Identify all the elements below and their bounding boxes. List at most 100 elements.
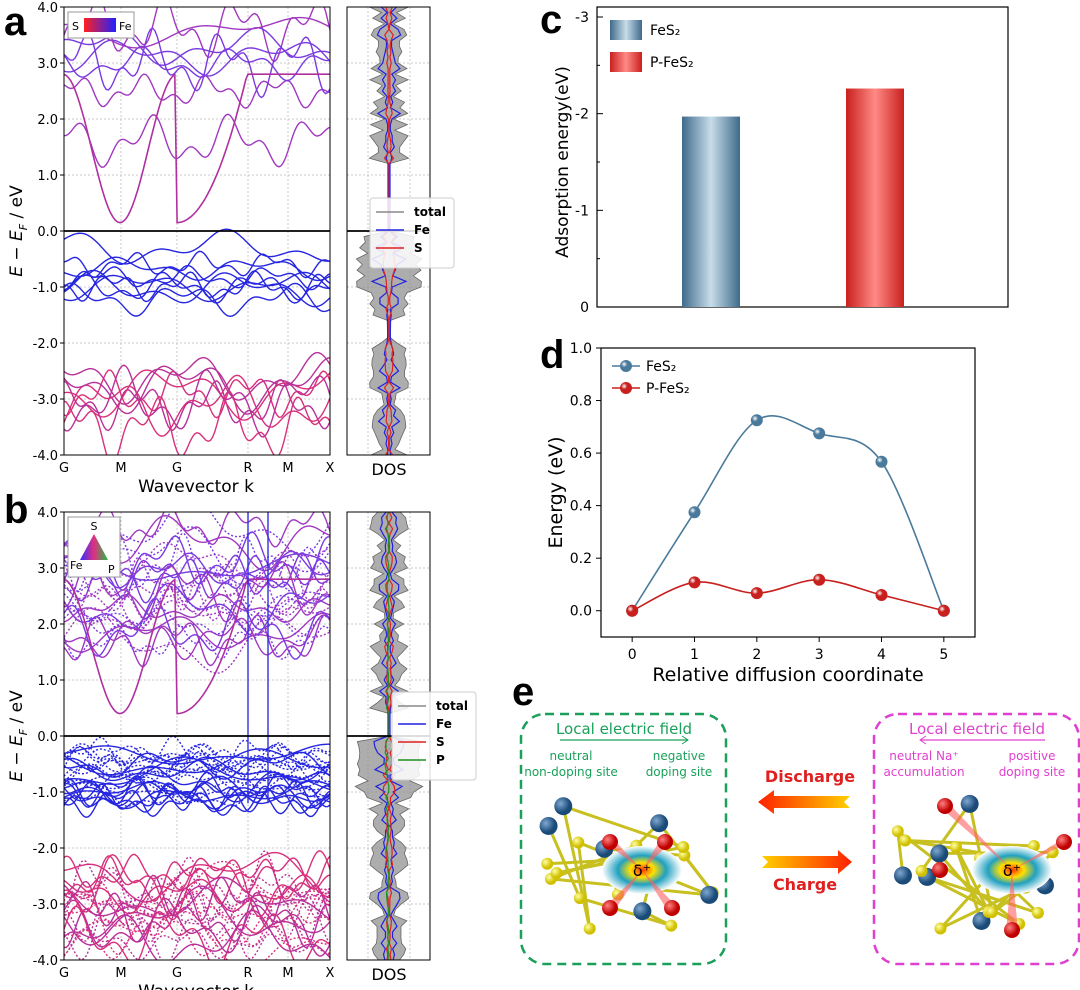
y-tick-label: -3.0 — [33, 393, 58, 408]
band-line — [64, 270, 330, 304]
ylabel-part: / eV — [7, 185, 27, 224]
panel-label-b: b — [4, 488, 29, 532]
fe-atom — [650, 814, 669, 833]
fe-atom — [960, 794, 979, 813]
band-line — [64, 754, 330, 775]
dos-legend-box — [391, 691, 477, 781]
fe-atom — [700, 885, 719, 904]
legend-0: FeS₂ — [650, 23, 680, 39]
series-line-1 — [631, 578, 945, 612]
y-tick-label: -2 — [575, 107, 589, 123]
band-line — [64, 250, 330, 279]
y-tick-label: -1.0 — [33, 786, 58, 801]
x-tick-label: M — [282, 461, 293, 476]
plot-frame — [63, 511, 331, 961]
y-tick-label: 4.0 — [37, 1, 58, 16]
band-line — [64, 228, 330, 265]
x-tick-label: G — [172, 461, 182, 476]
dos-xlabel: DOS — [371, 460, 406, 479]
na-ion — [657, 834, 673, 850]
band-line — [64, 850, 330, 921]
band-line — [64, 890, 330, 928]
band-line — [64, 573, 330, 621]
color-gradient — [84, 18, 116, 32]
dos-legend-S: S — [436, 735, 445, 749]
band-line — [64, 877, 330, 928]
s-atom — [934, 922, 947, 935]
data-point-0 — [688, 506, 701, 519]
band-line — [64, 556, 330, 623]
s-atom — [891, 825, 904, 838]
band-line — [64, 16, 330, 49]
legend-0: FeS₂ — [646, 359, 676, 375]
right-site-charge-symbol: δ⁺ — [1003, 861, 1021, 880]
band-line — [64, 866, 330, 912]
band-line — [64, 896, 330, 960]
y-tick-label: 1.0 — [570, 341, 592, 357]
panel-label-e: e — [512, 670, 535, 714]
na-ion — [602, 834, 618, 850]
band-line — [64, 369, 330, 421]
legend-1: P-FeS₂ — [650, 55, 694, 71]
data-point-0 — [813, 427, 826, 440]
band-line — [64, 748, 330, 776]
x-tick-label: 5 — [939, 647, 948, 663]
band-line — [64, 771, 330, 808]
right-site-site2-line2: doping site — [999, 765, 1066, 779]
na-ion — [1004, 922, 1020, 938]
field-cone — [939, 806, 1012, 870]
band-line — [64, 775, 330, 810]
band-line — [64, 571, 330, 620]
y-axis-label: Energy (eV) — [545, 436, 567, 548]
band-line — [64, 282, 330, 318]
band-line — [64, 743, 330, 764]
x-tick-label: M — [115, 461, 126, 476]
left-site-charge-symbol: δ⁺ — [633, 861, 651, 880]
s-atom — [665, 919, 678, 932]
na-ion — [602, 900, 618, 916]
right-site-site1-line2: accumulation — [883, 765, 964, 779]
band-line — [64, 887, 330, 949]
field-cone — [1006, 870, 1018, 930]
right-site-title: Local electric field — [909, 720, 1045, 738]
electric-field-diagram: Local electric field neutral non-doping si… — [519, 712, 1080, 966]
na-ion — [1056, 834, 1072, 850]
band-line — [64, 45, 330, 82]
data-point-1 — [688, 576, 701, 589]
band-line — [64, 753, 330, 784]
plot-frame — [600, 347, 976, 638]
s-atom — [899, 834, 912, 847]
left-site-site2-line1: negative — [653, 749, 705, 763]
left-site-site1-line2: non-doping site — [524, 765, 618, 779]
data-point-1 — [813, 573, 826, 586]
conduction-band — [64, 73, 330, 224]
y-tick-label: 0.2 — [570, 551, 592, 567]
band-line — [64, 855, 330, 905]
band-line — [64, 876, 330, 920]
y-tick-label: 0.0 — [37, 225, 58, 240]
band-line — [64, 910, 330, 960]
x-tick-label: 4 — [877, 647, 886, 663]
color-legend-s: S — [91, 520, 98, 533]
plot-frame — [596, 6, 1009, 308]
field-cone — [604, 870, 642, 908]
dos-legend-S: S — [414, 241, 423, 255]
ylabel-sub: F — [17, 223, 30, 230]
conduction-band — [64, 578, 330, 715]
band-line — [64, 374, 330, 437]
y-tick-label: 0.4 — [570, 499, 592, 515]
bond — [579, 896, 672, 928]
y-tick-label: -2.0 — [33, 337, 58, 352]
band-line — [64, 781, 330, 810]
right-site-site1-line1: neutral Na⁺ — [889, 749, 958, 763]
left-site-site2-line2: doping site — [646, 765, 713, 779]
fe-atom — [554, 797, 573, 816]
x-tick-label: 1 — [690, 647, 699, 663]
y-tick-label: 0.8 — [570, 394, 592, 410]
band-line — [64, 624, 330, 660]
y-tick-label: 0.6 — [570, 446, 592, 462]
x-tick-label: G — [59, 966, 69, 981]
y-tick-label: 2.0 — [37, 113, 58, 128]
band-line — [64, 597, 330, 660]
